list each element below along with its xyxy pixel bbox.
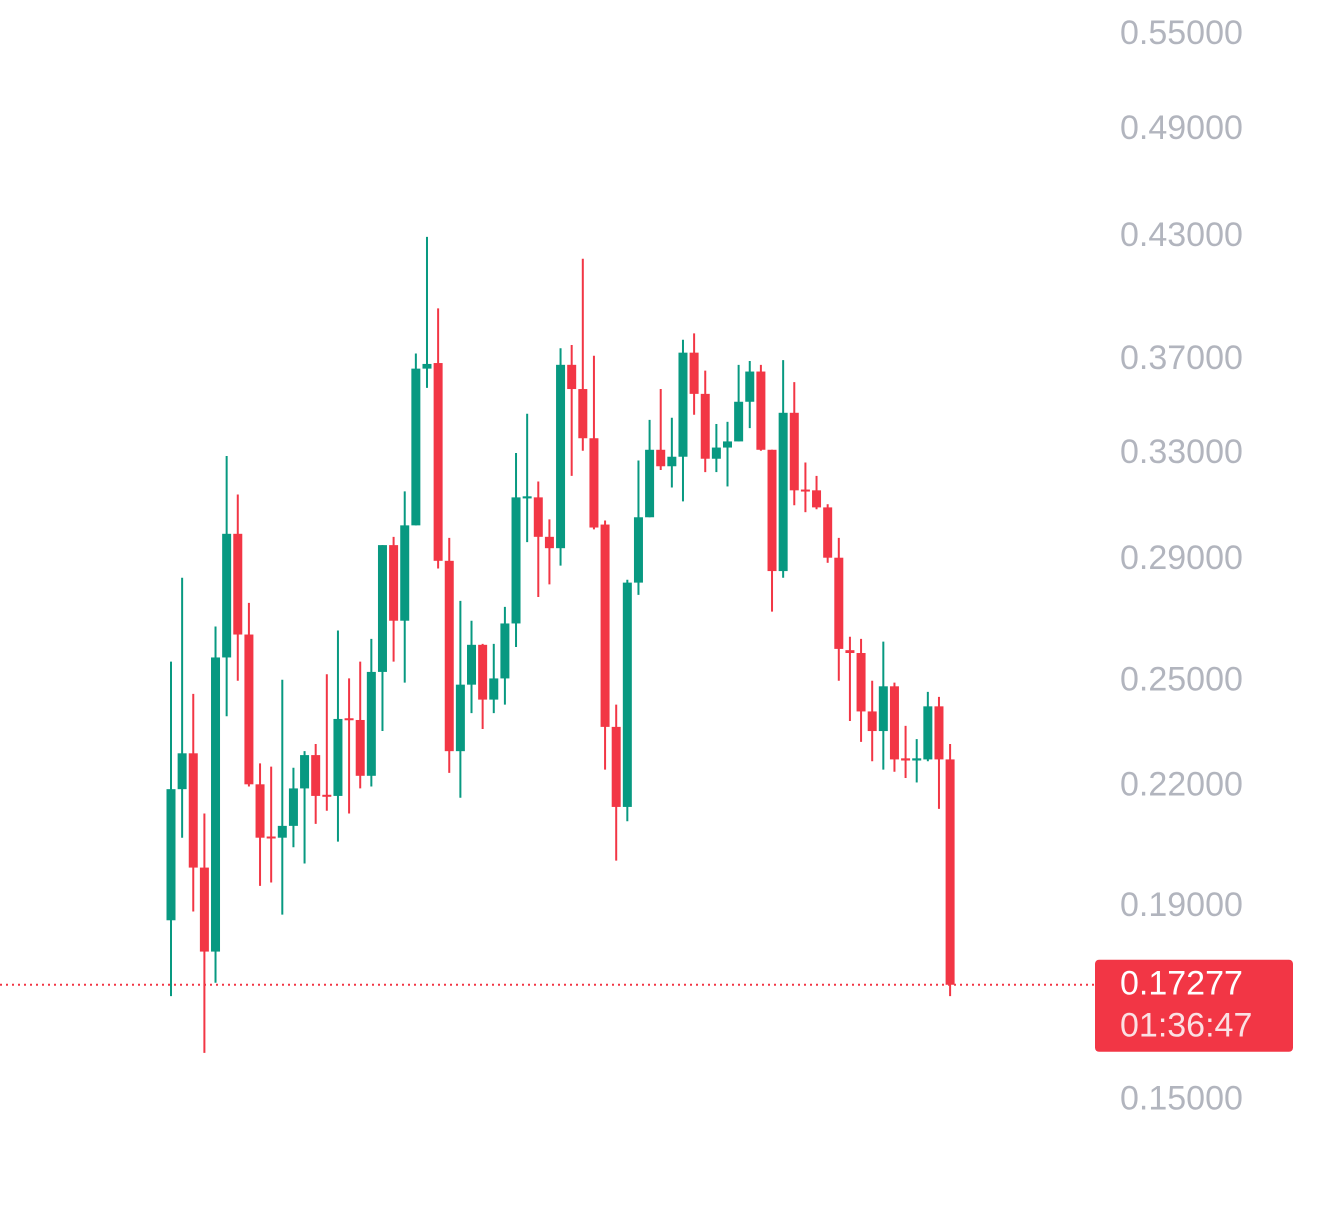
candle-body — [311, 755, 321, 796]
candle-body — [355, 719, 365, 776]
y-tick-label: 0.19000 — [1120, 886, 1243, 924]
candle-body — [845, 650, 855, 654]
candle-body — [589, 438, 599, 528]
candle-body — [277, 825, 287, 838]
candle-body — [667, 456, 677, 467]
candle-body — [500, 623, 510, 679]
y-tick-label: 0.15000 — [1120, 1080, 1243, 1118]
candle-body — [455, 684, 465, 752]
candle-body — [222, 533, 232, 658]
candle-body — [645, 449, 655, 518]
candle-body — [344, 718, 354, 721]
candle-body — [945, 759, 955, 985]
candle-body — [622, 582, 632, 807]
candle-body — [812, 490, 822, 508]
y-tick-label: 0.49000 — [1120, 109, 1243, 147]
countdown-label: 01:36:47 — [1120, 1007, 1252, 1045]
candle-body — [511, 497, 521, 624]
candle-body — [244, 634, 254, 785]
y-tick-label: 0.29000 — [1120, 539, 1243, 577]
candle-body — [389, 545, 399, 621]
candle-body — [522, 496, 532, 499]
candle-body — [734, 401, 744, 442]
candle-body — [889, 686, 899, 760]
candle-body — [478, 644, 488, 700]
candle-body — [211, 657, 221, 952]
y-tick-label: 0.43000 — [1120, 216, 1243, 254]
candle-body — [177, 753, 187, 790]
candle-body — [400, 525, 410, 621]
candle-body — [266, 836, 276, 839]
candle-body — [544, 536, 554, 549]
candle-body — [934, 706, 944, 760]
y-tick-label: 0.22000 — [1120, 766, 1243, 804]
candle-body — [300, 755, 310, 789]
candle-body — [867, 711, 877, 732]
candle-body — [856, 653, 866, 712]
candle-body — [489, 678, 499, 700]
candle-body — [444, 560, 454, 752]
candle-body — [745, 371, 755, 402]
candle-body — [678, 352, 688, 457]
price-box — [1095, 959, 1293, 1052]
candle-body — [689, 352, 699, 394]
candle-body — [556, 364, 566, 549]
y-tick-label: 0.25000 — [1120, 661, 1243, 699]
candle-body — [255, 784, 265, 838]
candle-body — [322, 794, 332, 797]
candle-body — [567, 364, 577, 390]
candle-body — [800, 489, 810, 492]
candle-body — [656, 449, 666, 467]
candle-body — [756, 371, 766, 450]
candle-body — [422, 363, 432, 369]
candle-body — [700, 393, 710, 459]
candle-body — [199, 867, 209, 952]
candle-body — [923, 706, 933, 760]
candle-body — [912, 758, 922, 761]
candle-body — [723, 441, 732, 448]
candle-body — [834, 557, 844, 649]
candle-body — [533, 497, 543, 537]
candle-body — [611, 726, 621, 807]
candle-body — [411, 368, 421, 526]
y-tick-label: 0.55000 — [1120, 14, 1243, 52]
candle-body — [288, 788, 298, 826]
candle-body — [901, 758, 911, 761]
candle-body — [711, 447, 721, 459]
price-label: 0.17277 — [1120, 965, 1243, 1003]
candle-body — [366, 671, 376, 776]
candle-body — [377, 545, 387, 672]
candle-body — [878, 686, 888, 732]
candle-body — [433, 363, 443, 561]
candle-body — [188, 753, 198, 868]
candle-body — [767, 449, 777, 572]
candle-body — [166, 789, 176, 921]
y-tick-label: 0.37000 — [1120, 339, 1243, 377]
candle-body — [778, 412, 788, 572]
candle-body — [823, 507, 833, 558]
y-tick-label: 0.33000 — [1120, 433, 1243, 471]
candle-body — [333, 718, 343, 796]
candle-body — [233, 533, 243, 635]
candle-body — [600, 524, 610, 727]
candle-body — [789, 412, 799, 491]
candle-body — [633, 517, 643, 583]
candle-body — [578, 389, 588, 439]
candle-body — [467, 644, 477, 685]
